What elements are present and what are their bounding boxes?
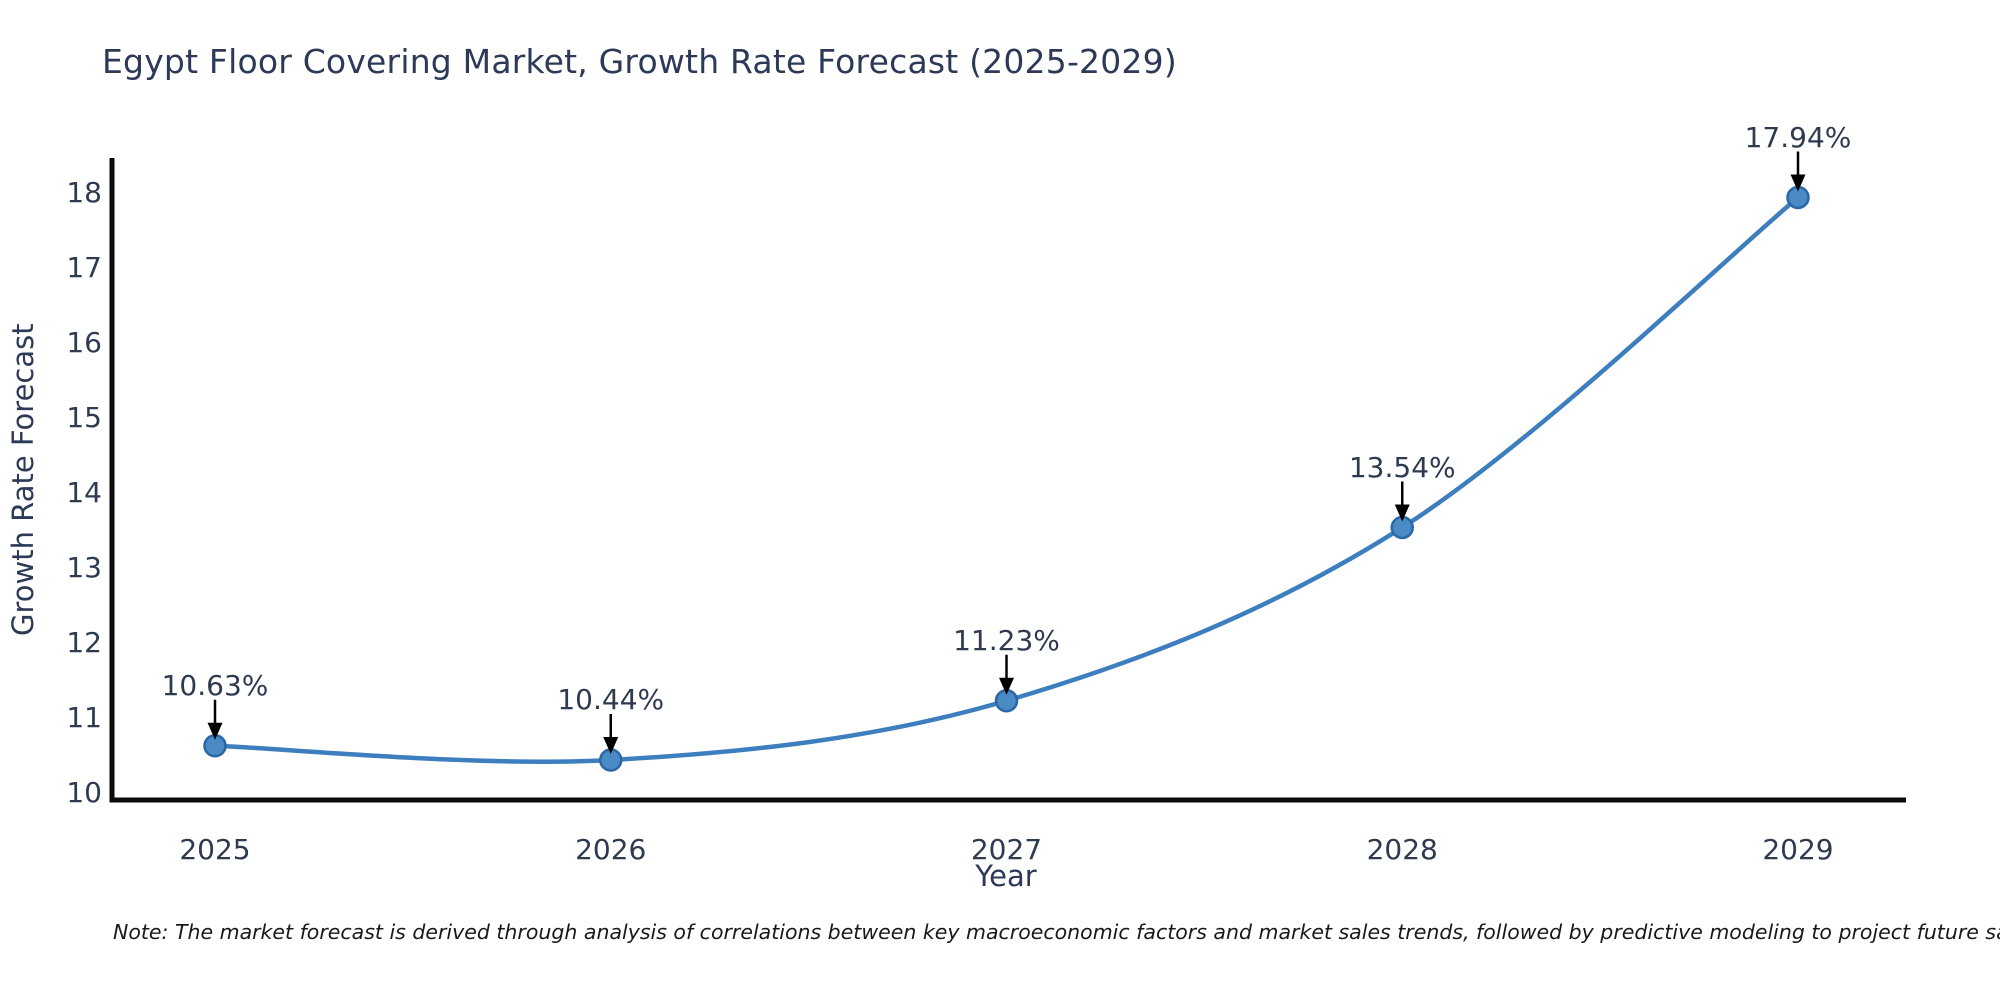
y-tick-label: 16	[66, 326, 102, 359]
y-tick-label: 17	[66, 251, 102, 284]
x-tick-label: 2028	[1366, 833, 1438, 866]
y-tick-label: 11	[66, 701, 102, 734]
y-tick-label: 14	[66, 476, 102, 509]
data-point-label: 13.54%	[1348, 450, 1456, 484]
annotation-arrow-head	[603, 737, 619, 754]
chart-title: Egypt Floor Covering Market, Growth Rate…	[102, 42, 1177, 81]
data-point-label: 10.63%	[161, 668, 269, 702]
annotation-arrow-head	[1394, 504, 1410, 522]
x-tick-label: 2027	[970, 833, 1043, 866]
data-point-label: 11.23%	[953, 623, 1060, 657]
data-point-label: 10.44%	[557, 683, 665, 716]
footnote: Note: The market forecast is derived thr…	[113, 920, 2000, 944]
annotation-arrow-head	[1790, 174, 1806, 192]
y-tick-label: 18	[66, 176, 102, 209]
y-tick-label: 12	[66, 626, 102, 659]
x-tick-label: 2029	[1762, 833, 1834, 866]
data-point-label: 17.94%	[1744, 120, 1852, 154]
x-tick-label: 2026	[575, 833, 647, 866]
x-axis-title: Year	[975, 859, 1037, 893]
annotation-arrow-head	[207, 722, 223, 740]
x-tick-label: 2025	[179, 833, 251, 866]
annotation-arrow-head	[999, 677, 1014, 695]
y-tick-label: 10	[66, 776, 102, 809]
y-tick-label: 15	[66, 401, 102, 434]
y-tick-label: 13	[66, 551, 102, 584]
